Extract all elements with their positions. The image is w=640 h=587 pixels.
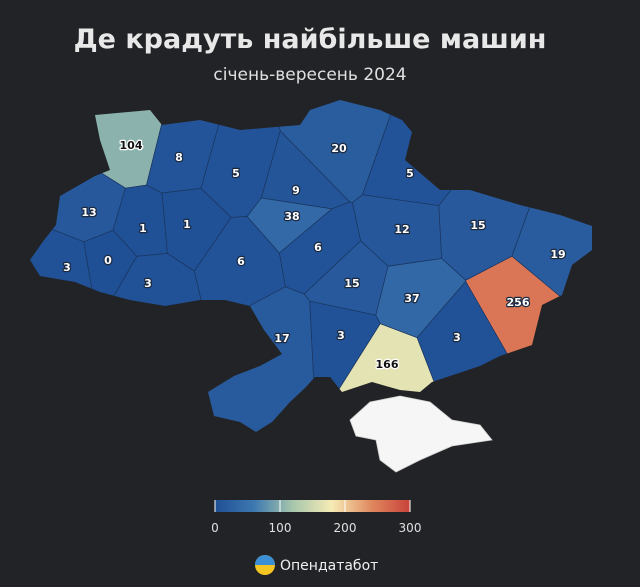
region-value: 3 bbox=[63, 261, 71, 274]
region-value: 1 bbox=[139, 222, 147, 235]
title: Де крадуть найбільше машин bbox=[74, 24, 547, 55]
region-value: 8 bbox=[175, 151, 183, 164]
region-value: 0 bbox=[104, 254, 112, 267]
region-value: 3 bbox=[337, 329, 345, 342]
region-value: 256 bbox=[507, 296, 530, 309]
region-value: 166 bbox=[376, 358, 399, 371]
region-value: 19 bbox=[550, 248, 565, 261]
region-value: 15 bbox=[470, 219, 485, 232]
region-value: 5 bbox=[406, 167, 414, 180]
region-value: 37 bbox=[404, 292, 419, 305]
region-value: 13 bbox=[81, 206, 96, 219]
region-value: 38 bbox=[284, 210, 299, 223]
region bbox=[465, 255, 592, 432]
region-value: 1 bbox=[183, 218, 191, 231]
colorbar-tick-label: 300 bbox=[399, 521, 422, 535]
region bbox=[45, 253, 209, 432]
region-value: 3 bbox=[144, 277, 152, 290]
colorbar-tick-label: 100 bbox=[269, 521, 292, 535]
brand: Опендатабот bbox=[280, 558, 378, 574]
region-value: 3 bbox=[453, 331, 461, 344]
region bbox=[416, 280, 592, 432]
colorbar-ticks: 0 100 200 300 bbox=[211, 500, 421, 535]
crimea bbox=[349, 395, 493, 473]
region bbox=[275, 323, 514, 432]
region-value: 5 bbox=[232, 167, 240, 180]
region-value: 9 bbox=[292, 184, 300, 197]
region-value: 6 bbox=[237, 255, 245, 268]
subtitle: січень-вересень 2024 bbox=[213, 65, 406, 85]
colorbar bbox=[215, 500, 410, 512]
region-value: 12 bbox=[394, 223, 409, 236]
labels: 104 8 5 20 5 9 38 13 1 1 12 15 6 19 3 0 6 3 15 37 256 17 3 3 166 bbox=[62, 138, 567, 373]
colorbar-tick-label: 200 bbox=[334, 521, 357, 535]
brand-icon-top bbox=[255, 555, 275, 565]
region-value: 15 bbox=[344, 277, 359, 290]
region-value: 6 bbox=[314, 241, 322, 254]
region-value: 20 bbox=[331, 142, 347, 155]
colorbar-tick-label: 0 bbox=[211, 521, 219, 535]
region-value: 104 bbox=[120, 139, 143, 152]
region-value: 17 bbox=[274, 332, 289, 345]
region bbox=[30, 207, 99, 432]
